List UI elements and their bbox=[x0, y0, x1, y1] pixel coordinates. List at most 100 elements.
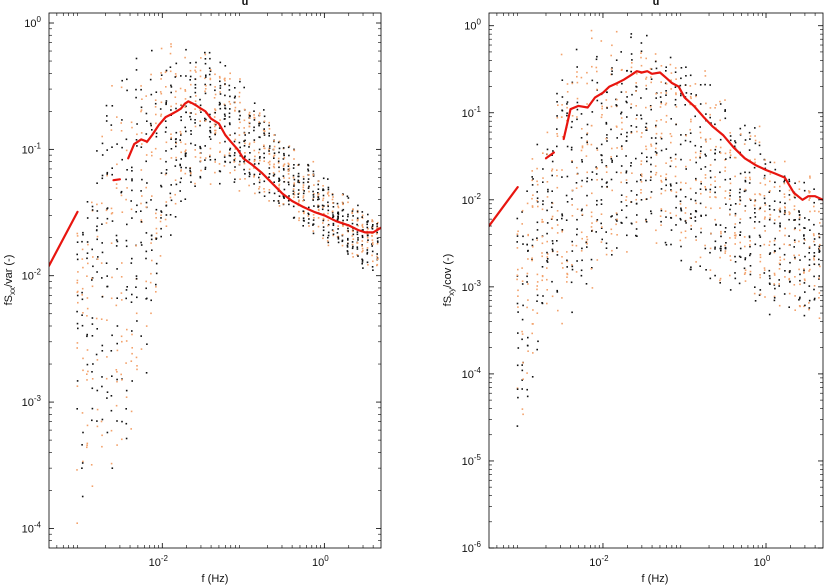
scatter-point bbox=[616, 126, 618, 128]
scatter-point bbox=[327, 193, 329, 195]
scatter-point bbox=[106, 217, 109, 220]
scatter-point bbox=[204, 77, 206, 80]
scatter-point bbox=[694, 216, 697, 218]
scatter-point bbox=[347, 227, 349, 230]
scatter-point bbox=[754, 199, 757, 202]
panel-right-ylabel-base: fS bbox=[442, 296, 454, 306]
scatter-point bbox=[665, 121, 667, 123]
scatter-point bbox=[170, 86, 173, 88]
scatter-point bbox=[101, 350, 104, 352]
scatter-point bbox=[546, 153, 548, 155]
scatter-point bbox=[699, 155, 701, 158]
scatter-point bbox=[116, 378, 118, 381]
scatter-point bbox=[233, 97, 236, 99]
scatter-point bbox=[664, 210, 667, 212]
scatter-point bbox=[690, 118, 692, 121]
scatter-point bbox=[268, 148, 270, 151]
scatter-point bbox=[105, 262, 108, 264]
scatter-point bbox=[724, 252, 726, 254]
scatter-point bbox=[200, 111, 202, 113]
scatter-point bbox=[759, 245, 762, 247]
scatter-point bbox=[204, 92, 207, 95]
y-tick-label: 10-3 bbox=[462, 279, 482, 294]
scatter-point bbox=[303, 199, 305, 201]
scatter-point bbox=[660, 220, 662, 223]
scatter-point bbox=[779, 190, 781, 192]
scatter-point bbox=[774, 181, 776, 184]
scatter-point bbox=[729, 274, 731, 277]
scatter-point bbox=[561, 104, 563, 106]
scatter-point bbox=[377, 258, 379, 260]
scatter-point bbox=[204, 53, 207, 56]
scatter-point bbox=[175, 141, 177, 144]
scatter-point bbox=[111, 276, 113, 279]
scatter-point bbox=[209, 183, 212, 185]
scatter-point bbox=[327, 188, 330, 191]
scatter-point bbox=[636, 180, 638, 183]
panel-left-mean-lines bbox=[49, 100, 381, 267]
scatter-point bbox=[556, 254, 559, 256]
scatter-point bbox=[371, 254, 373, 257]
scatter-point bbox=[164, 131, 167, 133]
scatter-point bbox=[151, 195, 153, 197]
scatter-point bbox=[739, 231, 742, 233]
scatter-point bbox=[590, 29, 593, 32]
scatter-point bbox=[570, 146, 573, 149]
scatter-point bbox=[81, 324, 84, 327]
scatter-point bbox=[174, 179, 177, 181]
scatter-point bbox=[248, 111, 251, 114]
scatter-point bbox=[205, 76, 207, 78]
scatter-point bbox=[759, 254, 762, 256]
scatter-point bbox=[297, 189, 300, 191]
scatter-point bbox=[754, 243, 757, 246]
scatter-point bbox=[337, 213, 340, 215]
scatter-point bbox=[690, 217, 692, 219]
scatter-point bbox=[714, 152, 716, 155]
scatter-point bbox=[356, 231, 359, 233]
scatter-point bbox=[759, 236, 762, 238]
scatter-point bbox=[521, 338, 523, 341]
scatter-point bbox=[531, 179, 533, 182]
scatter-point bbox=[332, 202, 334, 204]
scatter-point bbox=[86, 257, 88, 260]
scatter-point bbox=[292, 188, 295, 190]
scatter-point bbox=[724, 247, 727, 250]
scatter-point bbox=[640, 163, 642, 166]
scatter-point bbox=[145, 232, 148, 234]
scatter-point bbox=[239, 121, 241, 124]
scatter-point bbox=[754, 300, 757, 302]
scatter-point bbox=[214, 132, 217, 134]
scatter-point bbox=[209, 69, 212, 71]
scatter-point bbox=[155, 212, 157, 215]
scatter-point bbox=[190, 142, 192, 145]
scatter-point bbox=[140, 335, 142, 337]
scatter-point bbox=[292, 193, 295, 195]
scatter-point bbox=[793, 208, 796, 211]
scatter-point bbox=[331, 211, 334, 214]
scatter-point bbox=[665, 94, 667, 96]
scatter-point bbox=[164, 71, 167, 74]
scatter-point bbox=[705, 138, 707, 141]
scatter-point bbox=[371, 245, 373, 247]
scatter-point bbox=[798, 216, 801, 219]
scatter-point bbox=[655, 120, 658, 122]
scatter-point bbox=[151, 49, 153, 52]
scatter-point bbox=[233, 159, 236, 161]
scatter-point bbox=[145, 206, 148, 208]
scatter-point bbox=[361, 223, 364, 226]
scatter-point bbox=[239, 160, 241, 163]
scatter-point bbox=[356, 217, 359, 219]
scatter-point bbox=[700, 214, 702, 217]
scatter-point bbox=[302, 192, 305, 195]
scatter-point bbox=[526, 202, 529, 205]
scatter-point bbox=[194, 83, 197, 86]
scatter-point bbox=[160, 115, 162, 117]
scatter-point bbox=[331, 193, 334, 196]
scatter-point bbox=[675, 214, 677, 217]
scatter-point bbox=[620, 91, 623, 93]
scatter-point bbox=[561, 229, 564, 231]
scatter-point bbox=[799, 229, 801, 232]
scatter-point bbox=[556, 175, 558, 177]
scatter-point bbox=[194, 91, 197, 94]
scatter-point bbox=[135, 211, 137, 213]
